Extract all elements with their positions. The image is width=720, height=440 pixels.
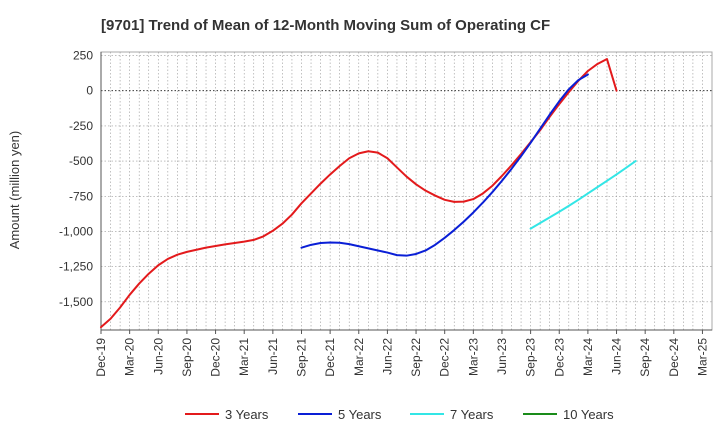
y-tick-label: -1,500 bbox=[59, 295, 93, 309]
y-tick-label: 250 bbox=[73, 49, 93, 63]
x-tick-label: Mar-25 bbox=[695, 338, 709, 376]
y-tick-label: -250 bbox=[69, 119, 93, 133]
x-tick-label: Mar-21 bbox=[237, 338, 251, 376]
x-tick-label: Sep-20 bbox=[180, 338, 194, 377]
legend-label: 3 Years bbox=[225, 407, 269, 422]
y-tick-label: -1,250 bbox=[59, 260, 93, 274]
x-tick-label: Jun-20 bbox=[151, 338, 165, 375]
legend-label: 10 Years bbox=[563, 407, 614, 422]
x-tick-label: Dec-22 bbox=[438, 338, 452, 377]
y-axis-label: Amount (million yen) bbox=[7, 131, 22, 250]
x-tick-label: Jun-23 bbox=[495, 338, 509, 375]
plot-area: 250 0 -250 -500 -750 -1,000 -1,250 -1,500 Dec-19… bbox=[59, 49, 713, 377]
chart-title: [9701] Trend of Mean of 12-Month Moving … bbox=[101, 17, 550, 34]
y-tick-label: 0 bbox=[86, 84, 93, 98]
legend-label: 7 Years bbox=[450, 407, 494, 422]
x-tick-label: Mar-23 bbox=[466, 338, 480, 376]
x-tick-label: Sep-22 bbox=[409, 338, 423, 377]
plot-background bbox=[100, 51, 713, 331]
x-tick-label: Mar-24 bbox=[581, 338, 595, 376]
x-tick-label: Jun-21 bbox=[266, 338, 280, 375]
x-tick-label: Jun-22 bbox=[380, 338, 394, 375]
legend-label: 5 Years bbox=[338, 407, 382, 422]
y-tick-label: -750 bbox=[69, 189, 93, 203]
x-tick-label: Dec-21 bbox=[323, 338, 337, 377]
x-tick-label: Sep-21 bbox=[294, 338, 308, 377]
series-line bbox=[300, 73, 589, 257]
x-tick-label: Dec-20 bbox=[209, 338, 223, 377]
x-tick-label: Jun-24 bbox=[610, 338, 624, 375]
x-tick-label: Sep-24 bbox=[638, 338, 652, 377]
y-tick-label: -1,000 bbox=[59, 224, 93, 238]
x-tick-label: Dec-19 bbox=[94, 338, 108, 377]
x-tick-label: Sep-23 bbox=[524, 338, 538, 377]
x-tick-label: Dec-23 bbox=[552, 338, 566, 377]
y-tick-label: -500 bbox=[69, 154, 93, 168]
x-tick-label: Mar-20 bbox=[123, 338, 137, 376]
x-tick-label: Mar-22 bbox=[352, 338, 366, 376]
legend: 3 Years 5 Years 7 Years 10 Years bbox=[185, 407, 614, 422]
x-tick-label: Dec-24 bbox=[667, 338, 681, 377]
series-line bbox=[529, 160, 637, 230]
